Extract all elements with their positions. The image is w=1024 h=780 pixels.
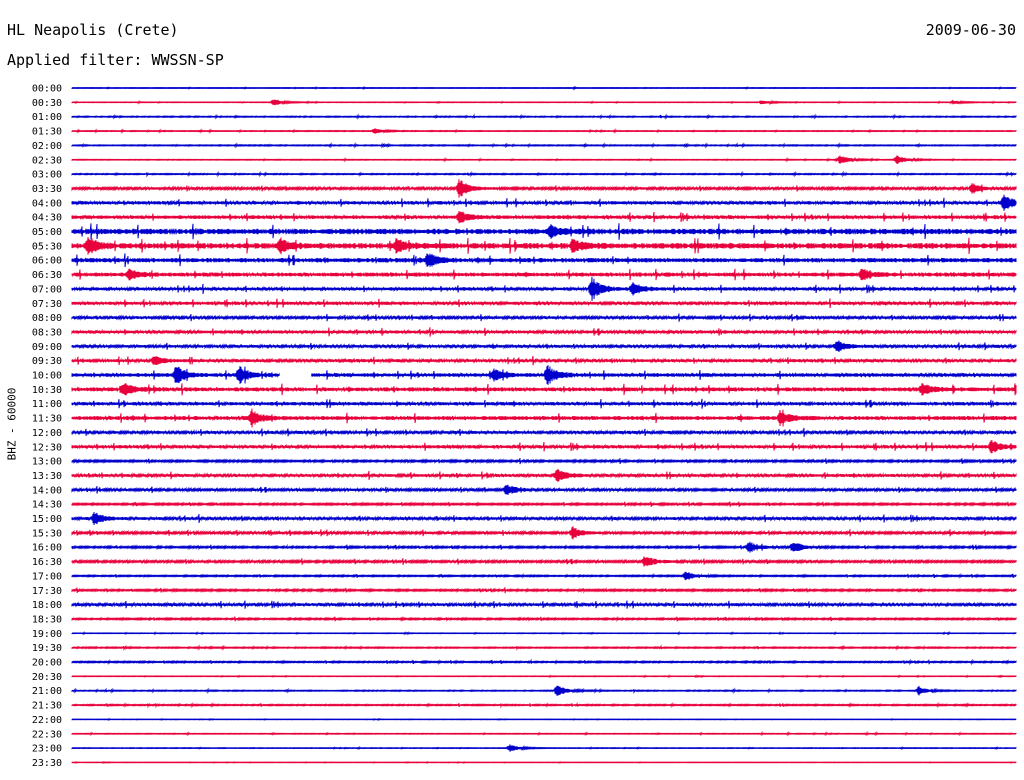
row-time-label: 15:00	[32, 514, 62, 525]
row-time-label: 06:00	[32, 256, 62, 267]
row-time-label: 07:30	[32, 299, 62, 310]
row-time-label: 05:00	[32, 227, 62, 238]
row-time-label: 19:30	[32, 643, 62, 654]
row-time-label: 00:00	[32, 84, 62, 95]
row-time-label: 14:00	[32, 485, 62, 496]
row-time-label: 13:30	[32, 471, 62, 482]
row-time-label: 00:30	[32, 98, 62, 109]
row-time-label: 23:00	[32, 744, 62, 755]
row-time-label: 01:30	[32, 127, 62, 138]
row-time-label: 21:30	[32, 701, 62, 712]
row-time-label: 23:30	[32, 758, 62, 769]
row-time-label: 22:00	[32, 715, 62, 726]
row-time-label: 04:30	[32, 213, 62, 224]
row-time-label: 16:00	[32, 543, 62, 554]
row-time-label: 12:30	[32, 442, 62, 453]
row-time-label: 10:30	[32, 385, 62, 396]
plot-date: 2009-06-30	[925, 21, 1016, 39]
row-time-label: 07:00	[32, 284, 62, 295]
row-time-label: 19:00	[32, 629, 62, 640]
row-time-label: 13:00	[32, 457, 62, 468]
row-time-label: 20:30	[32, 672, 62, 683]
row-time-label: 08:00	[32, 313, 62, 324]
row-time-label: 22:30	[32, 729, 62, 740]
row-time-label: 20:00	[32, 658, 62, 669]
row-time-label: 17:00	[32, 571, 62, 582]
row-time-label: 03:00	[32, 170, 62, 181]
station-title: HL Neapolis (Crete)	[7, 21, 179, 39]
row-time-label: 08:30	[32, 327, 62, 338]
row-time-label: 11:30	[32, 414, 62, 425]
row-time-label: 12:00	[32, 428, 62, 439]
row-time-label: 09:00	[32, 342, 62, 353]
row-time-label: 11:00	[32, 399, 62, 410]
row-time-label: 09:30	[32, 356, 62, 367]
row-time-label: 16:30	[32, 557, 62, 568]
row-time-label: 15:30	[32, 528, 62, 539]
filter-label: Applied filter: WWSSN-SP	[7, 51, 224, 69]
row-time-label: 18:00	[32, 600, 62, 611]
row-time-label: 02:30	[32, 155, 62, 166]
row-time-label: 05:30	[32, 241, 62, 252]
row-time-label: 18:30	[32, 614, 62, 625]
row-time-label: 14:30	[32, 500, 62, 511]
row-time-label: 04:00	[32, 198, 62, 209]
data-gap	[279, 370, 312, 380]
row-time-label: 10:00	[32, 371, 62, 382]
row-time-label: 17:30	[32, 586, 62, 597]
row-time-label: 02:00	[32, 141, 62, 152]
row-time-label: 03:30	[32, 184, 62, 195]
row-time-label: 21:00	[32, 686, 62, 697]
row-time-label: 06:30	[32, 270, 62, 281]
row-time-label: 01:00	[32, 112, 62, 123]
